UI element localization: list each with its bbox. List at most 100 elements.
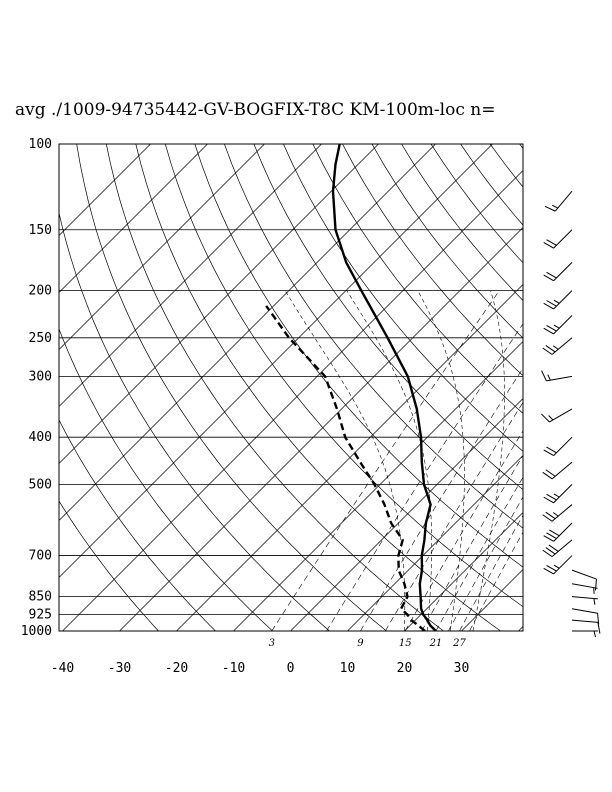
- temperature-label: 30: [454, 661, 470, 676]
- dewpoint-profile-line: [265, 305, 426, 631]
- dry-adiabat-line: [549, 144, 612, 641]
- wind-barb-feather: [543, 496, 554, 504]
- mixing-ratio-line: [404, 430, 523, 631]
- wind-barb: [571, 583, 598, 594]
- wind-barb-feather: [549, 529, 560, 537]
- isotherm-line: [176, 284, 523, 631]
- wind-barb-half-feather: [553, 493, 560, 498]
- temperature-profile-line: [331, 144, 437, 631]
- pressure-label: 925: [29, 608, 52, 623]
- wind-barb-feather: [543, 535, 554, 542]
- wind-barb: [544, 190, 573, 212]
- dry-adiabat-line: [253, 144, 523, 491]
- wind-barb-shaft: [553, 436, 573, 456]
- dry-adiabat-line: [76, 144, 388, 631]
- mixing-ratio-line: [459, 514, 523, 631]
- wind-barb-feather: [548, 544, 559, 552]
- wind-barb: [543, 290, 573, 310]
- wind-barb-shaft: [553, 229, 573, 249]
- isotherm-line: [59, 144, 265, 350]
- isotherm-line: [62, 170, 523, 631]
- wind-barb: [541, 370, 573, 382]
- wind-barb-feather: [546, 324, 557, 332]
- wind-barb-shaft: [546, 375, 573, 382]
- wind-barb-feather: [597, 613, 600, 625]
- mixing-ratio-line: [469, 531, 523, 631]
- wind-barb-feather: [543, 567, 554, 575]
- wind-barb-feather: [546, 271, 557, 279]
- dry-adiabat-line: [194, 144, 523, 568]
- sounding-profiles: [265, 144, 437, 631]
- wind-barb-feather: [546, 493, 557, 501]
- pressure-label: 400: [29, 430, 52, 445]
- dry-adiabat-line: [164, 144, 523, 608]
- wind-barb: [543, 229, 573, 249]
- wind-barb-feather: [543, 327, 554, 335]
- wind-barb-feather: [541, 413, 550, 423]
- dry-adiabat-line: [59, 500, 159, 631]
- wind-barb-shaft: [551, 539, 573, 557]
- wind-barb: [543, 315, 573, 335]
- isotherm-line: [233, 341, 523, 631]
- wind-barb: [542, 504, 573, 522]
- pressure-label: 250: [29, 331, 52, 346]
- isotherm-line: [518, 626, 523, 631]
- pressure-label: 500: [29, 477, 52, 492]
- wind-barb-feather: [545, 511, 556, 520]
- temperature-label: 0: [287, 661, 295, 676]
- dry-adiabat-line: [59, 211, 331, 631]
- mixing-ratio-label: 27: [452, 638, 466, 649]
- dry-adiabat-line: [342, 144, 523, 377]
- isotherm-line: [59, 144, 436, 521]
- isotherm-line: [59, 144, 208, 293]
- wind-barb-half-feather: [593, 630, 596, 638]
- grid-lines: [59, 144, 612, 641]
- wind-barb: [571, 608, 600, 625]
- mixing-ratio-label: 15: [399, 638, 412, 649]
- dry-adiabat-line: [59, 327, 274, 631]
- wind-barb-feather: [543, 242, 554, 249]
- wind-barb-feather: [542, 347, 553, 355]
- chart-title: avg ./1009-94735442-GV-BOGFIX-T8C KM-100…: [15, 100, 495, 120]
- wind-barb: [542, 461, 573, 480]
- wind-barb-feather: [543, 274, 554, 282]
- wind-barb-shaft: [571, 596, 598, 600]
- dry-adiabat-line: [283, 144, 523, 452]
- wind-barb-half-feather: [553, 564, 560, 569]
- wind-barb: [542, 337, 573, 355]
- wind-barb: [571, 569, 597, 591]
- dry-adiabat-line: [401, 144, 523, 301]
- wind-barb-feather: [544, 205, 556, 212]
- wind-barb-shaft: [551, 504, 573, 522]
- wind-barb-shaft: [571, 608, 598, 614]
- pressure-label: 300: [29, 369, 52, 384]
- temperature-label: -40: [51, 661, 74, 676]
- wind-barb-feather: [545, 345, 556, 353]
- wind-barb-feather: [546, 300, 557, 307]
- wind-barb-feather: [546, 532, 557, 539]
- wind-barb: [543, 484, 573, 504]
- temperature-label: 20: [397, 661, 413, 676]
- wind-barb-shaft: [549, 408, 573, 423]
- wind-barb: [542, 539, 573, 558]
- mixing-ratio-label: 9: [357, 638, 364, 649]
- wind-barb: [543, 436, 573, 457]
- dry-adiabat-line: [608, 144, 612, 641]
- wind-barb-half-feather: [553, 324, 560, 329]
- wind-barb: [543, 522, 573, 542]
- pressure-label: 150: [29, 223, 52, 238]
- wind-barb: [543, 262, 573, 282]
- wind-barb-feather: [543, 449, 554, 457]
- wind-barb-shaft: [571, 619, 598, 623]
- wind-barb-feather: [546, 239, 557, 246]
- moist-adiabat-line: [417, 290, 465, 631]
- temperature-tick-labels: -40 -30 -20 -10 0 10 20 30: [51, 661, 470, 676]
- wind-barb-shaft: [571, 583, 598, 589]
- wind-barb-shaft: [551, 337, 573, 355]
- isotherm-line: [59, 144, 322, 407]
- wind-barb-shaft: [553, 315, 573, 335]
- wind-barb: [541, 408, 573, 423]
- mixing-ratio-line: [326, 323, 523, 631]
